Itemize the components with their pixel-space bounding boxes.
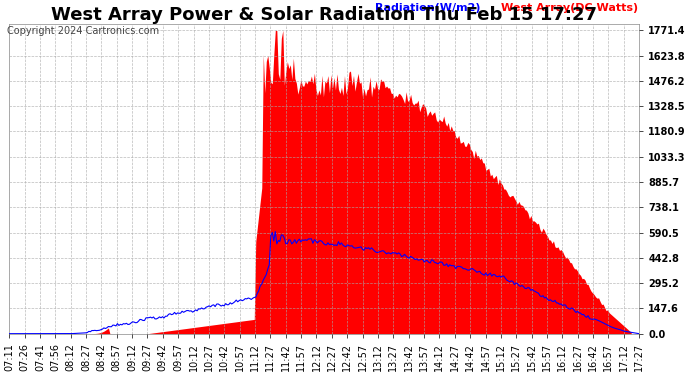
Text: West Array(DC Watts): West Array(DC Watts) bbox=[500, 3, 638, 13]
Text: Copyright 2024 Cartronics.com: Copyright 2024 Cartronics.com bbox=[7, 26, 159, 36]
Title: West Array Power & Solar Radiation Thu Feb 15 17:27: West Array Power & Solar Radiation Thu F… bbox=[51, 6, 597, 24]
Text: Radiation(W/m2): Radiation(W/m2) bbox=[375, 3, 480, 13]
